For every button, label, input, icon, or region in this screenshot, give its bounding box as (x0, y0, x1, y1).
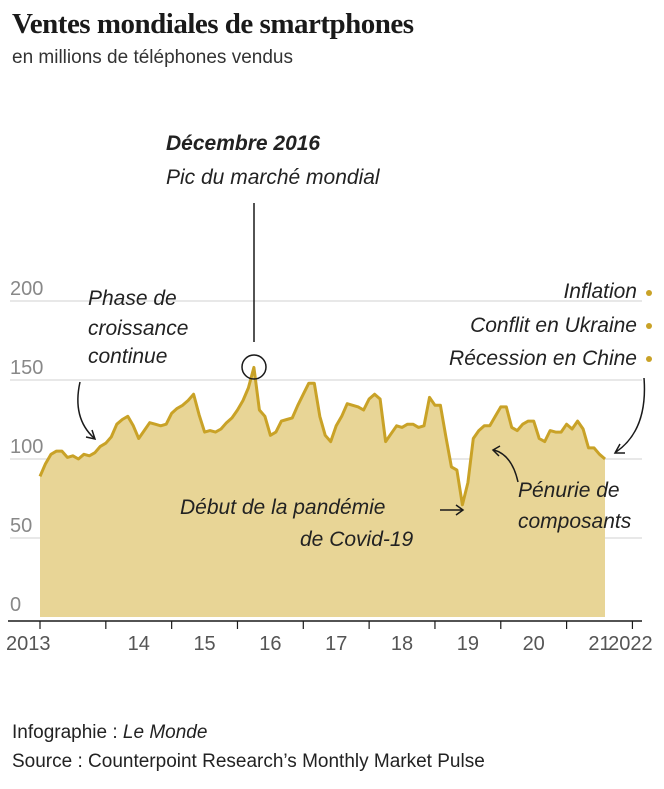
sales-area (40, 367, 605, 617)
credit-name: Le Monde (122, 722, 208, 743)
growth-label-line2: croissance (88, 317, 188, 340)
y-tick-label: 100 (10, 436, 43, 458)
x-tick-label: 16 (259, 633, 281, 655)
growth-label-line1: Phase de (88, 287, 177, 310)
x-tick-label: 2022 (608, 633, 653, 655)
x-tick-label: 20 (523, 633, 545, 655)
credit-line: Infographie : Le Monde (12, 722, 207, 744)
x-tick-label: 21 (588, 633, 610, 655)
growth-label-line3: continue (88, 345, 167, 368)
risks-arrowhead (613, 443, 625, 454)
y-tick-label: 200 (10, 278, 43, 300)
growth-arrow (77, 381, 95, 439)
sales-line (38, 365, 606, 507)
growth-arrowhead (85, 429, 97, 441)
risk-china-label: Récession en Chine (449, 347, 637, 370)
risk-ukraine-label: Conflit en Ukraine (470, 314, 637, 337)
y-tick-label: 150 (10, 357, 43, 379)
risk-bullet (646, 323, 652, 329)
risk-bullet (646, 290, 652, 296)
y-tick-label: 0 (10, 594, 21, 616)
x-tick-label: 18 (391, 633, 413, 655)
peak-description: Pic du marché mondial (166, 166, 381, 189)
peak-date-label: Décembre 2016 (166, 132, 320, 155)
x-tick-label: 15 (193, 633, 215, 655)
shortage-arrow (493, 449, 519, 483)
chart-title: Ventes mondiales de smartphones (12, 8, 414, 40)
y-tick-label: 50 (10, 515, 32, 537)
covid-arrowhead (455, 504, 465, 516)
risks-arrow (615, 377, 646, 453)
shortage-label-line2: composants (518, 510, 632, 533)
shortage-label-line1: Pénurie de (518, 479, 620, 502)
credit-label: Infographie : (12, 722, 123, 743)
x-tick-label: 19 (457, 633, 479, 655)
risk-bullet (646, 356, 652, 362)
shortage-arrowhead (491, 445, 501, 457)
risk-inflation-label: Inflation (563, 280, 637, 303)
x-tick-label: 17 (325, 633, 347, 655)
peak-marker (241, 354, 267, 380)
chart-subtitle: en millions de téléphones vendus (12, 47, 293, 68)
x-tick-label: 14 (128, 633, 150, 655)
y-axis-ticks: 0 50 100 150 200 (10, 278, 43, 616)
covid-label-line2: de Covid-19 (300, 528, 414, 551)
x-tick-label: 2013 (6, 633, 51, 655)
covid-label-line1: Début de la pandémie (180, 496, 385, 519)
source-line: Source : Counterpoint Research’s Monthly… (12, 751, 485, 772)
